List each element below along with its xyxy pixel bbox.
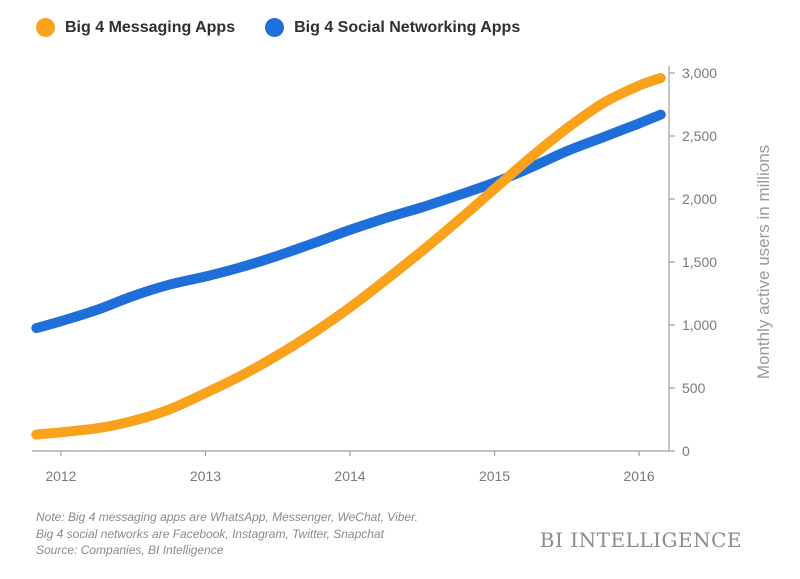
chart-legend: Big 4 Messaging Apps Big 4 Social Networ… xyxy=(36,18,520,37)
x-tick-label: 2012 xyxy=(45,468,76,484)
legend-item-messaging: Big 4 Messaging Apps xyxy=(36,18,235,37)
series-line-social xyxy=(31,109,666,334)
y-tick-label: 3,000 xyxy=(682,65,717,81)
footnote-line-1: Note: Big 4 messaging apps are WhatsApp,… xyxy=(36,510,418,524)
legend-marker-messaging xyxy=(36,18,55,37)
brand-logo-text: BI INTELLIGENCE xyxy=(539,528,742,552)
y-axis-title: Monthly active users in millions xyxy=(754,145,773,379)
legend-label-social: Big 4 Social Networking Apps xyxy=(294,18,521,36)
legend-item-social: Big 4 Social Networking Apps xyxy=(265,18,520,37)
y-tick-label: 500 xyxy=(682,380,706,396)
y-tick-label: 1,500 xyxy=(682,254,717,270)
y-tick-label: 2,000 xyxy=(682,191,717,207)
y-tick-label: 0 xyxy=(682,443,690,459)
series-line-messaging xyxy=(31,73,666,440)
x-tick-label: 2016 xyxy=(624,468,655,484)
legend-marker-social xyxy=(265,18,285,37)
x-tick-label: 2013 xyxy=(190,468,221,484)
footnote-line-2: Big 4 social networks are Facebook, Inst… xyxy=(36,526,384,541)
legend-label-messaging: Big 4 Messaging Apps xyxy=(65,18,236,36)
y-tick-label: 2,500 xyxy=(682,128,717,144)
x-tick-label: 2014 xyxy=(334,468,365,484)
x-tick-label: 2015 xyxy=(479,468,510,484)
footnote-line-3: Source: Companies, BI Intelligence xyxy=(36,543,224,557)
y-tick-label: 1,000 xyxy=(682,317,717,333)
chart-footnote: Note: Big 4 messaging apps are WhatsApp,… xyxy=(36,509,418,559)
